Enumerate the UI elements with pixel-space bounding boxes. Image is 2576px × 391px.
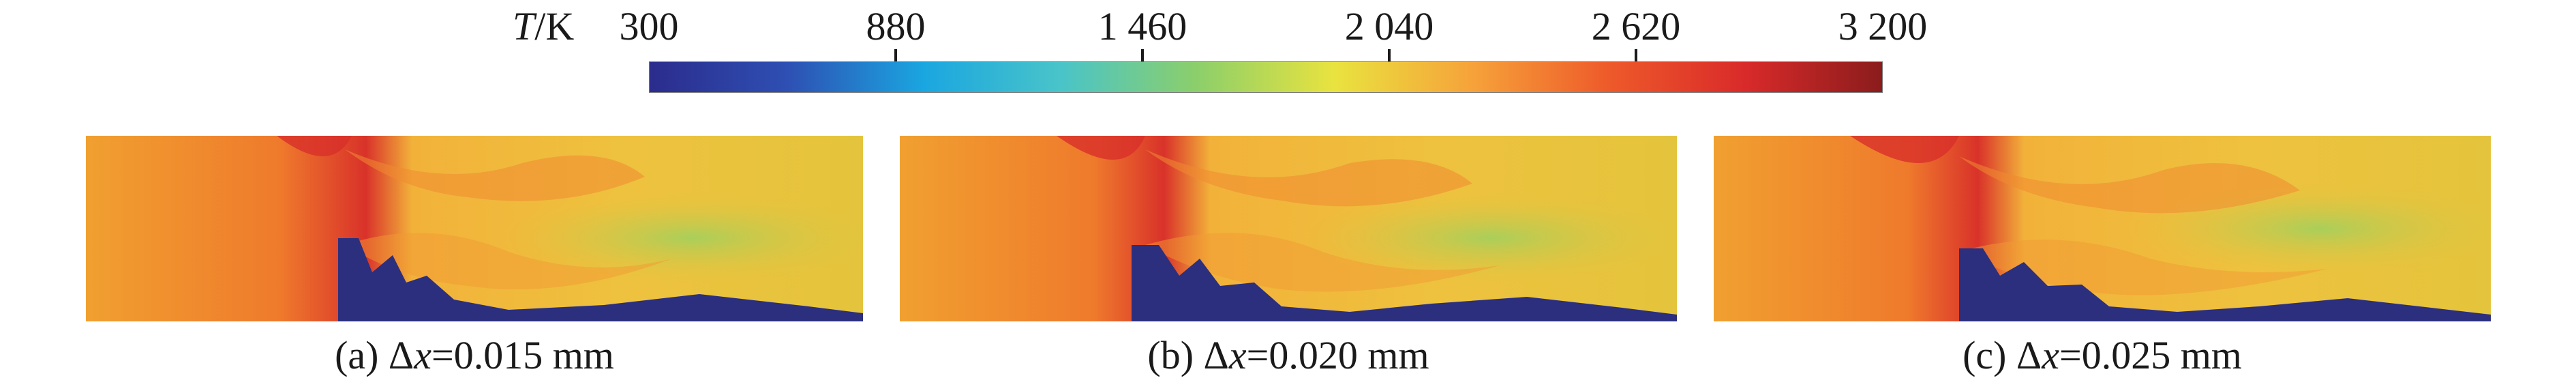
tick-label-300: 300	[619, 4, 679, 48]
colorbar-tick	[894, 49, 897, 61]
caption-panel-c: (c) Δx=0.025 mm	[1963, 333, 2242, 377]
tick-label-2620: 2 620	[1591, 4, 1681, 48]
colorbar-title: T/K	[513, 4, 575, 48]
temperature-field-panel-a	[86, 136, 863, 321]
temperature-field-panel-b	[900, 136, 1677, 321]
tick-label-3200: 3 200	[1838, 4, 1928, 48]
tick-label-1460: 1 460	[1097, 4, 1187, 48]
tick-label-2040: 2 040	[1344, 4, 1434, 48]
temperature-field-panel-c	[1714, 136, 2491, 321]
colorbar-tick	[1388, 49, 1391, 61]
temperature-colorbar	[649, 61, 1883, 93]
colorbar-tick	[1141, 49, 1144, 61]
caption-panel-a: (a) Δx=0.015 mm	[335, 333, 614, 377]
caption-panel-b: (b) Δx=0.020 mm	[1147, 333, 1429, 377]
tick-label-880: 880	[866, 4, 926, 48]
colorbar-tick	[1635, 49, 1637, 61]
